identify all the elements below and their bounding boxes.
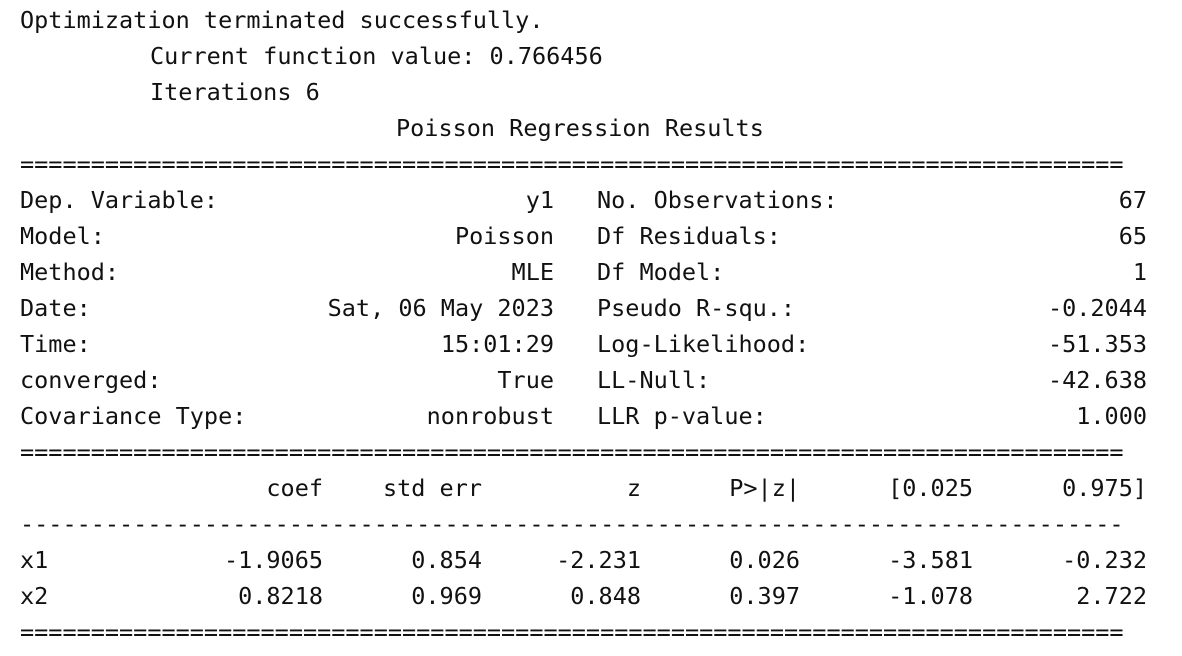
table-cell: 0.026 [729,546,800,574]
row-variable-name: x2 [20,582,49,610]
table-cell: 0.8218 [238,582,323,610]
column-header: P>|z| [729,474,800,502]
summary-right-label: Pseudo R-squ.: [597,294,796,322]
summary-right-value: 67 [1118,186,1147,214]
table-cell: -1.078 [888,582,973,610]
summary-left-label: Covariance Type: [20,402,247,430]
summary-right-label: Df Model: [597,258,725,286]
table-cell: 0.397 [729,582,800,610]
summary-right-value: 1 [1132,258,1147,286]
summary-right-label: LLR p-value: [597,402,767,430]
summary-right-value: -0.2044 [1047,294,1147,322]
summary-right-value: -42.638 [1047,366,1147,394]
summary-left-label: Time: [20,330,91,358]
column-header: [0.025 [888,474,973,502]
column-header: std err [382,474,482,502]
summary-left-label: Dep. Variable: [20,186,219,214]
column-header: 0.975] [1062,474,1147,502]
summary-right-value: -51.353 [1047,330,1147,358]
summary-left-label: converged: [20,366,162,394]
summary-left-value: nonrobust [426,402,554,430]
summary-right-value: 65 [1118,222,1147,250]
row-variable-name: x1 [20,546,49,574]
summary-right-label: No. Observations: [597,186,838,214]
summary-left-label: Method: [20,258,120,286]
iterations-line: Iterations 6 [150,78,320,106]
column-header: coef [266,474,323,502]
summary-right-label: Df Residuals: [597,222,781,250]
summary-left-value: 15:01:29 [440,330,554,358]
results-title: Poisson Regression Results [396,114,764,142]
table-cell: -0.232 [1062,546,1147,574]
summary-right-label: LL-Null: [597,366,711,394]
single-rule: ----------------------------------------… [20,514,1124,534]
summary-left-label: Model: [20,222,105,250]
summary-left-value: Sat, 06 May 2023 [327,294,554,322]
column-header: z [626,474,641,502]
table-cell: 0.848 [570,582,641,610]
double-rule-middle: ========================================… [20,442,1124,462]
summary-right-label: Log-Likelihood: [597,330,810,358]
summary-left-value: True [497,366,554,394]
table-cell: -3.581 [888,546,973,574]
status-message: Optimization terminated successfully. [20,6,544,34]
summary-left-value: Poisson [454,222,554,250]
table-cell: 0.854 [411,546,482,574]
summary-left-value: MLE [511,258,554,286]
double-rule-bottom: ========================================… [20,622,1124,642]
table-cell: 0.969 [411,582,482,610]
summary-left-value: y1 [525,186,554,214]
summary-right-value: 1.000 [1076,402,1147,430]
table-cell: 2.722 [1076,582,1147,610]
table-cell: -2.231 [556,546,641,574]
summary-left-label: Date: [20,294,91,322]
function-value-line: Current function value: 0.766456 [150,42,603,70]
table-cell: -1.9065 [223,546,323,574]
double-rule-top: ========================================… [20,154,1124,174]
